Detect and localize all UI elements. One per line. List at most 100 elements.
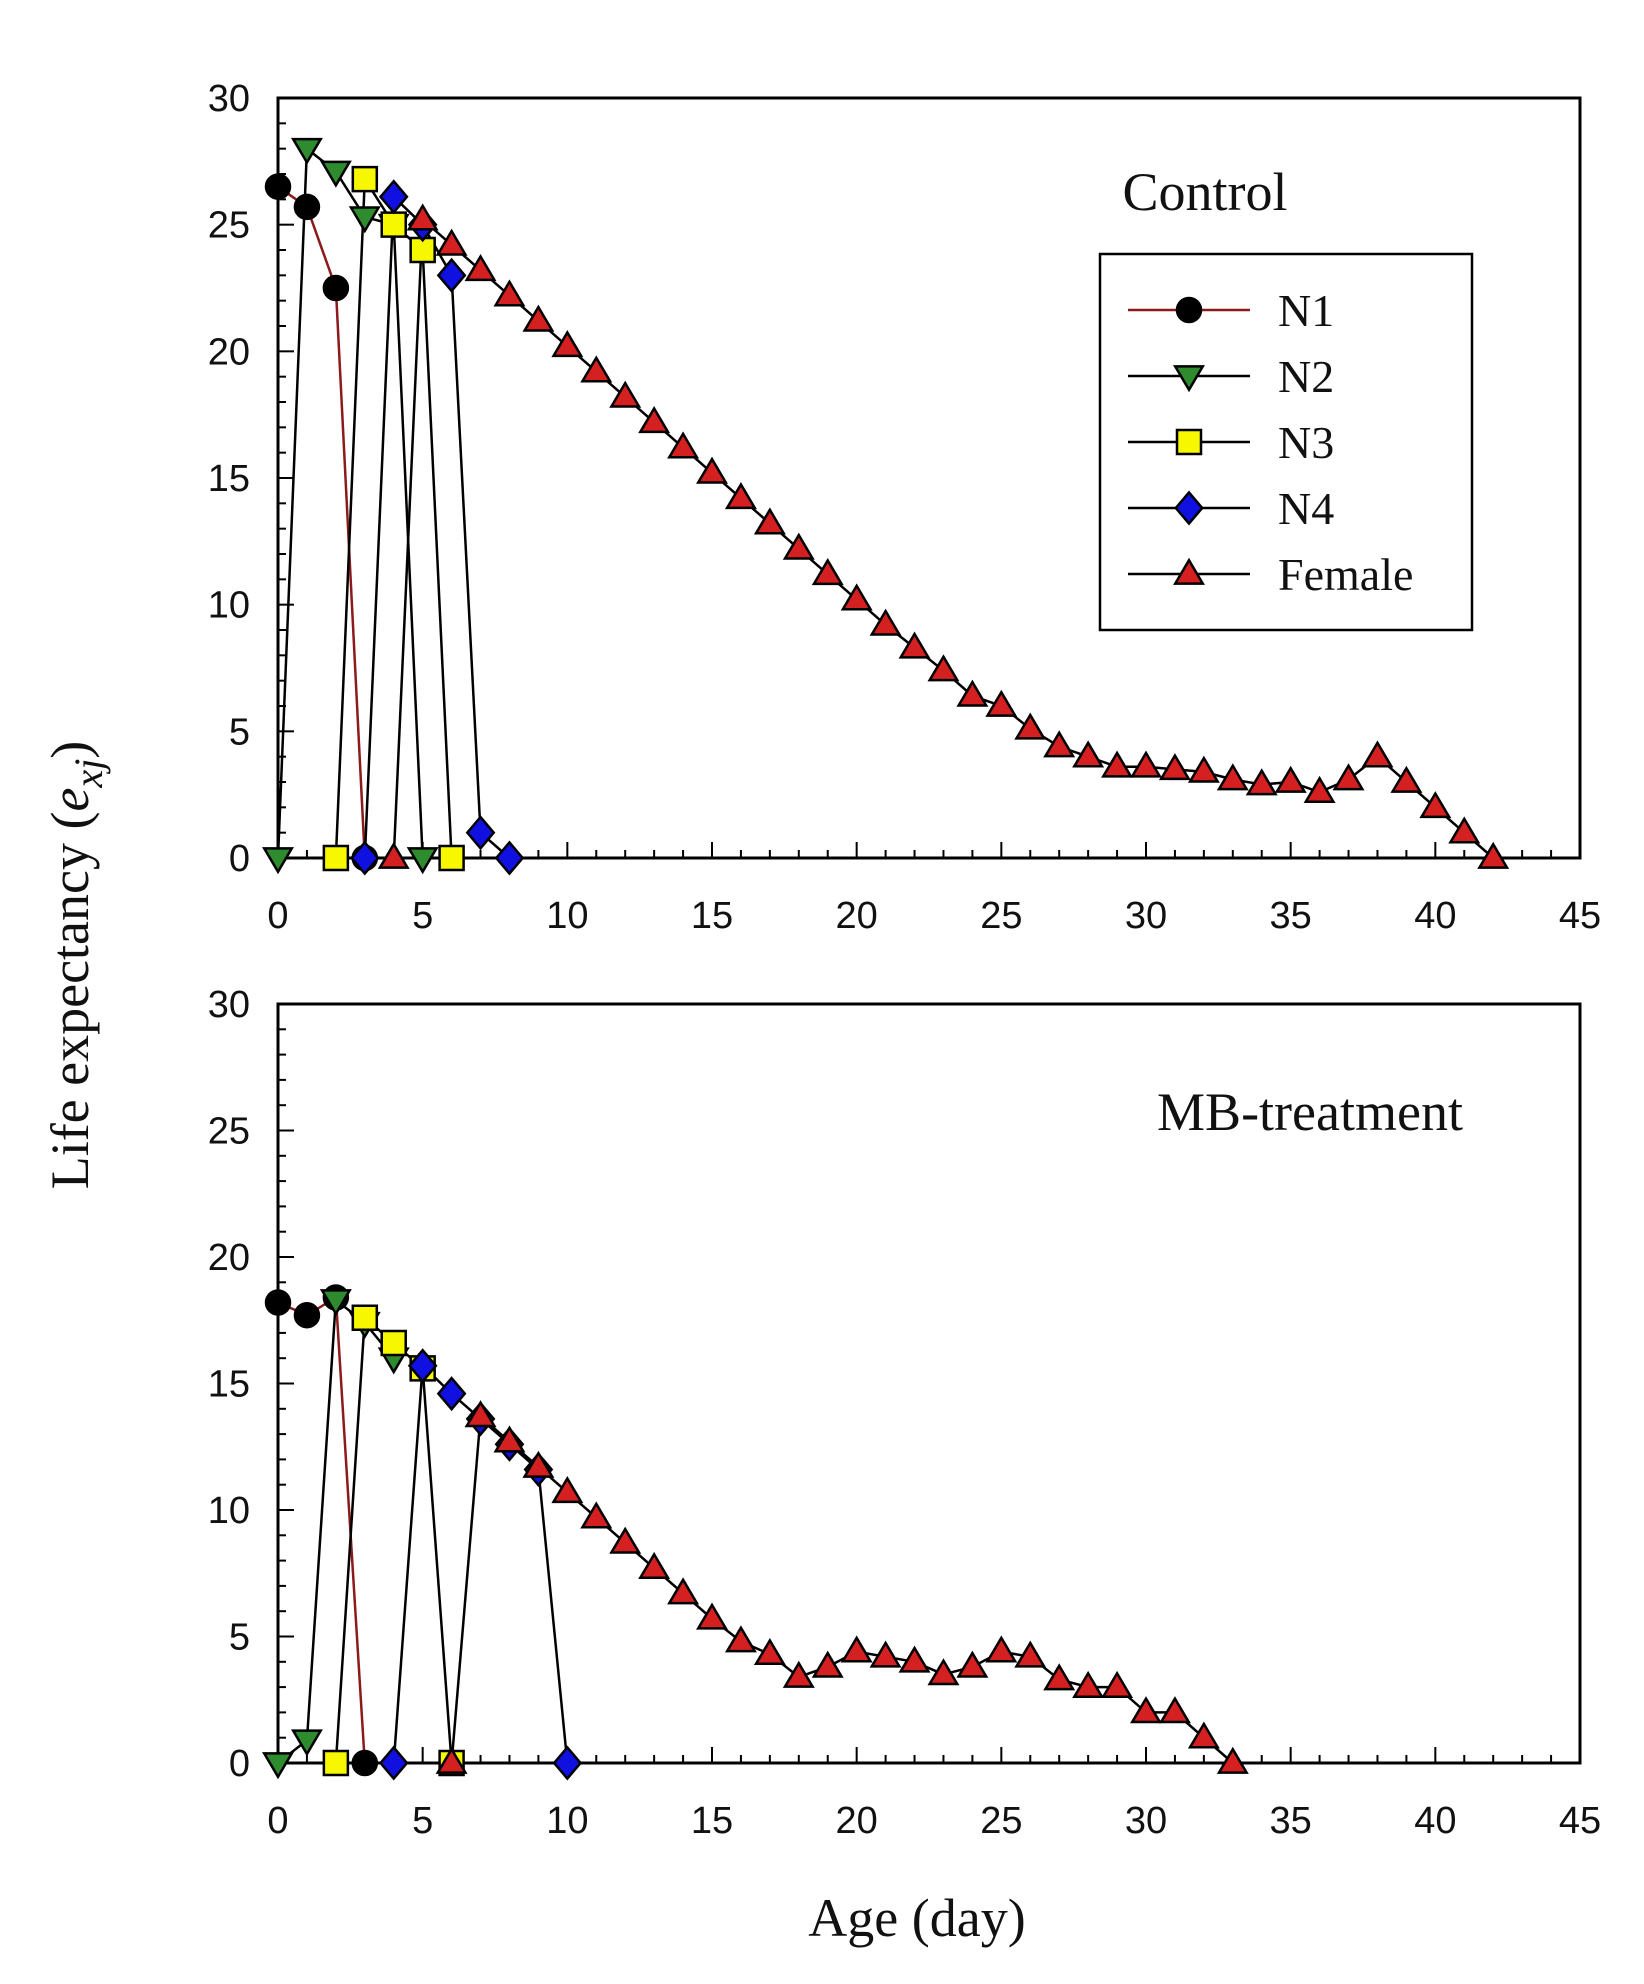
point-female (1014, 712, 1047, 740)
series-line-n4 (363, 193, 511, 859)
y-tick-label: 0 (229, 1743, 250, 1785)
x-tick-label: 40 (1414, 1800, 1456, 1842)
point-female (927, 654, 960, 682)
point-female (493, 279, 526, 307)
point-female (927, 1658, 960, 1686)
point-female (638, 406, 671, 434)
legend-label-n2: N2 (1278, 351, 1334, 402)
y-tick-label: 30 (208, 78, 250, 120)
x-tick-label: 35 (1270, 895, 1312, 937)
point-female (811, 558, 844, 586)
point-female (609, 380, 642, 408)
point-female (551, 330, 584, 358)
x-tick-label: 0 (267, 1800, 288, 1842)
x-tick-label: 40 (1414, 895, 1456, 937)
x-tick-label: 30 (1125, 1800, 1167, 1842)
point-n2 (319, 160, 352, 188)
point-n4 (552, 1745, 583, 1781)
point-n3 (351, 1304, 379, 1331)
y-tick-label: 10 (208, 1490, 250, 1532)
point-female (1072, 740, 1105, 768)
y-tick-label: 20 (208, 331, 250, 373)
y-tick-label: 15 (208, 1364, 250, 1406)
legend-marker-female (1173, 557, 1205, 585)
point-female (522, 304, 555, 332)
point-female (840, 583, 873, 611)
point-female (753, 507, 786, 535)
panels-layer: 0 5 10 15 20 25 30 35 40 45 0 5 10 15 20 25 30 Control 0 5 1… (208, 78, 1601, 1842)
point-n3 (380, 1329, 407, 1357)
point-female (406, 203, 439, 231)
point-female (753, 1637, 786, 1666)
x-tick-label: 5 (412, 1800, 433, 1842)
point-female (1158, 753, 1191, 781)
y-tick-label: 30 (208, 984, 250, 1026)
point-female (1014, 1640, 1047, 1668)
point-female (609, 1526, 642, 1554)
series-line-n2 (277, 1297, 395, 1764)
point-n2 (262, 1752, 294, 1780)
legend-marker-n1 (1175, 296, 1203, 324)
series-line-n1 (277, 185, 367, 859)
point-female (985, 689, 1018, 717)
point-female (1274, 765, 1307, 793)
point-n3 (438, 844, 465, 872)
point-n1 (264, 173, 292, 200)
x-tick-label: 30 (1125, 895, 1167, 937)
legend-label-n1: N1 (1278, 285, 1334, 336)
point-female (696, 456, 728, 484)
x-axis-title: Age (day) (808, 1888, 1025, 1948)
series-line-n2 (276, 146, 424, 859)
point-female (1216, 1746, 1249, 1774)
point-female (696, 1602, 728, 1630)
y-tick-label: 20 (208, 1237, 250, 1279)
point-female (1419, 791, 1452, 819)
point-female (1361, 740, 1394, 768)
point-female (782, 1660, 815, 1688)
point-n3 (322, 844, 350, 872)
x-tick-label: 0 (267, 895, 288, 937)
point-n1 (293, 1301, 321, 1329)
panel-1: 0 5 10 15 20 25 30 35 40 45 0 5 10 15 20 25 30 MB-treatme… (208, 984, 1601, 1842)
point-female (1130, 750, 1162, 778)
legend-marker-n3 (1175, 428, 1203, 456)
point-female (840, 1635, 873, 1663)
point-female (580, 355, 613, 383)
point-n4 (378, 179, 409, 215)
point-n4 (494, 840, 525, 876)
point-female (493, 1425, 526, 1453)
point-female (1216, 763, 1249, 791)
point-n4 (436, 257, 467, 293)
point-female (1448, 816, 1481, 844)
x-tick-label: 25 (980, 1800, 1022, 1842)
point-n2 (290, 1729, 323, 1757)
x-tick-label: 25 (980, 895, 1022, 937)
x-tick-label: 5 (412, 895, 433, 937)
point-n1 (264, 1289, 292, 1316)
x-tick-label: 10 (546, 895, 588, 937)
point-n2 (319, 1289, 352, 1317)
x-tick-label: 45 (1559, 895, 1601, 937)
point-female (1303, 775, 1336, 803)
y-tick-label: 25 (208, 205, 250, 247)
x-tick-label: 20 (836, 1800, 878, 1842)
point-female (724, 482, 757, 510)
y-axis-title-close: ) (40, 741, 100, 759)
point-female (898, 1645, 931, 1673)
y-tick-label: 0 (229, 838, 250, 880)
point-female (667, 431, 700, 459)
point-female (869, 608, 902, 636)
point-female (985, 1635, 1018, 1663)
x-tick-label: 45 (1559, 1800, 1601, 1842)
point-female (1477, 841, 1510, 869)
x-tick-label: 35 (1270, 1800, 1312, 1842)
point-female (1332, 763, 1365, 791)
point-female (782, 532, 815, 560)
series-line-n3 (334, 175, 453, 859)
x-tick-label: 15 (691, 895, 733, 937)
point-female (580, 1501, 613, 1529)
point-female (1390, 765, 1423, 793)
point-n4 (349, 840, 380, 876)
point-female (1101, 750, 1134, 778)
